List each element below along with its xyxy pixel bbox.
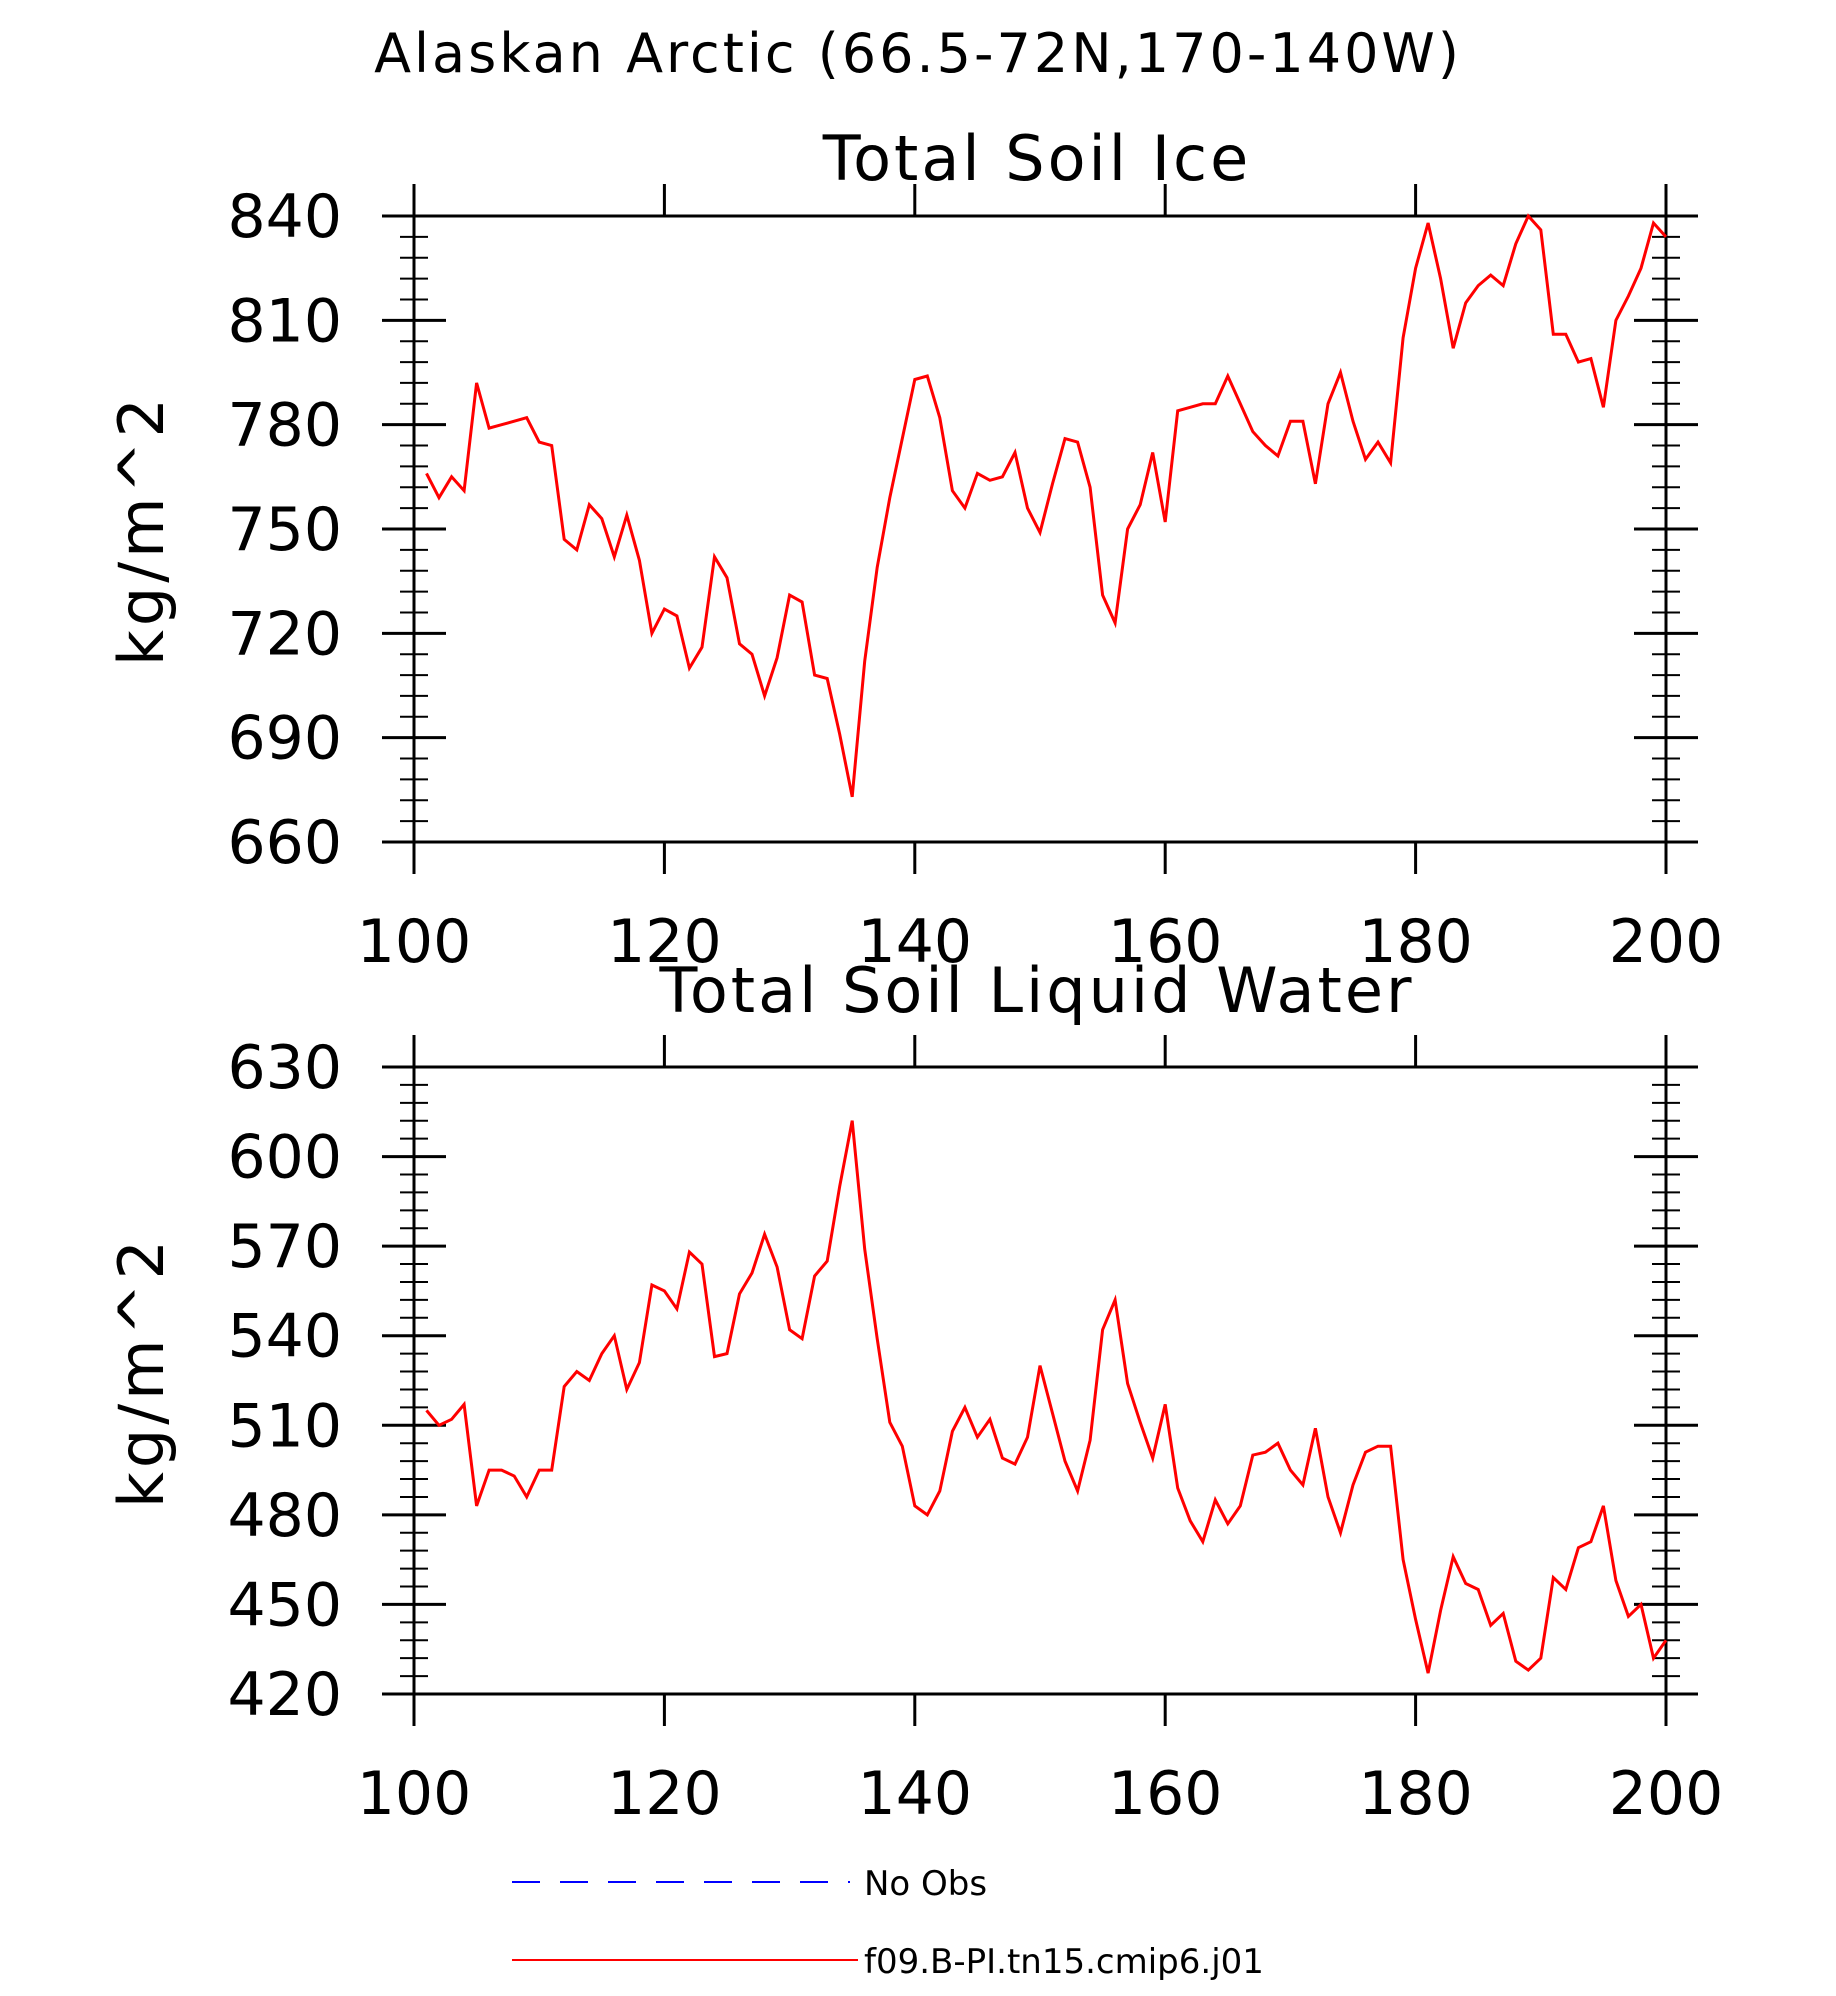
y-tick-label: 540 xyxy=(227,1302,342,1372)
y-tick-label: 480 xyxy=(227,1481,342,1551)
panel-title-soil-liquid-water: Total Soil Liquid Water xyxy=(659,954,1415,1027)
x-tick-label: 160 xyxy=(1108,907,1223,977)
y-tick-label: 450 xyxy=(227,1570,342,1640)
y-tick-label: 630 xyxy=(227,1033,342,1103)
series-soil-ice xyxy=(425,213,1668,798)
x-tick-label: 120 xyxy=(607,907,722,977)
y-tick-label: 570 xyxy=(227,1212,342,1282)
x-tick-label: 140 xyxy=(858,1759,973,1829)
x-tick-label: 160 xyxy=(1108,1759,1223,1829)
y-axis-label-soil-ice: kg/m^2 xyxy=(105,394,178,666)
x-tick-label: 180 xyxy=(1358,1759,1473,1829)
axes-soil-ice: 100 120 140 160 180 200 660 690 720 750 780 810 840 xyxy=(227,182,1723,977)
series-line xyxy=(425,213,1668,798)
y-tick-label: 600 xyxy=(227,1123,342,1193)
x-tick-label: 140 xyxy=(858,907,973,977)
y-tick-label: 750 xyxy=(227,495,342,565)
panel-soil-liquid-water: Total Soil Liquid Water kg/m^2 100 120 140… xyxy=(105,954,1723,1829)
x-tick-label: 200 xyxy=(1609,907,1724,977)
legend: No Obs f09.B-PI.tn15.cmip6.j01 xyxy=(512,1864,1264,1982)
y-tick-label: 510 xyxy=(227,1391,342,1461)
series-line xyxy=(425,1120,1668,1674)
y-tick-label: 780 xyxy=(227,391,342,461)
x-tick-label: 180 xyxy=(1358,907,1473,977)
legend-label-model: f09.B-PI.tn15.cmip6.j01 xyxy=(864,1942,1264,1982)
plot-frame xyxy=(412,1065,1668,1696)
x-tick-label: 100 xyxy=(357,1759,472,1829)
legend-label-no-obs: No Obs xyxy=(864,1864,987,1904)
panel-title-soil-ice: Total Soil Ice xyxy=(822,122,1251,195)
y-tick-label: 840 xyxy=(227,182,342,252)
y-tick-label: 720 xyxy=(227,599,342,669)
y-tick-label: 420 xyxy=(227,1660,342,1730)
y-tick-label: 660 xyxy=(227,808,342,878)
x-tick-label: 100 xyxy=(357,907,472,977)
figure-title: Alaskan Arctic (66.5-72N,170-140W) xyxy=(374,22,1462,85)
series-soil-liquid-water xyxy=(425,1120,1668,1674)
y-axis-label-soil-liquid-water: kg/m^2 xyxy=(105,1236,178,1508)
y-tick-label: 810 xyxy=(227,286,342,356)
panel-soil-ice: Total Soil Ice kg/m^2 100 120 140 160 180 200… xyxy=(105,122,1723,977)
y-tick-label: 690 xyxy=(227,704,342,774)
axes-soil-liquid-water: 100 120 140 160 180 200 420 450 480 510 540 570 600 6… xyxy=(227,1033,1723,1829)
x-tick-label: 120 xyxy=(607,1759,722,1829)
x-tick-label: 200 xyxy=(1609,1759,1724,1829)
